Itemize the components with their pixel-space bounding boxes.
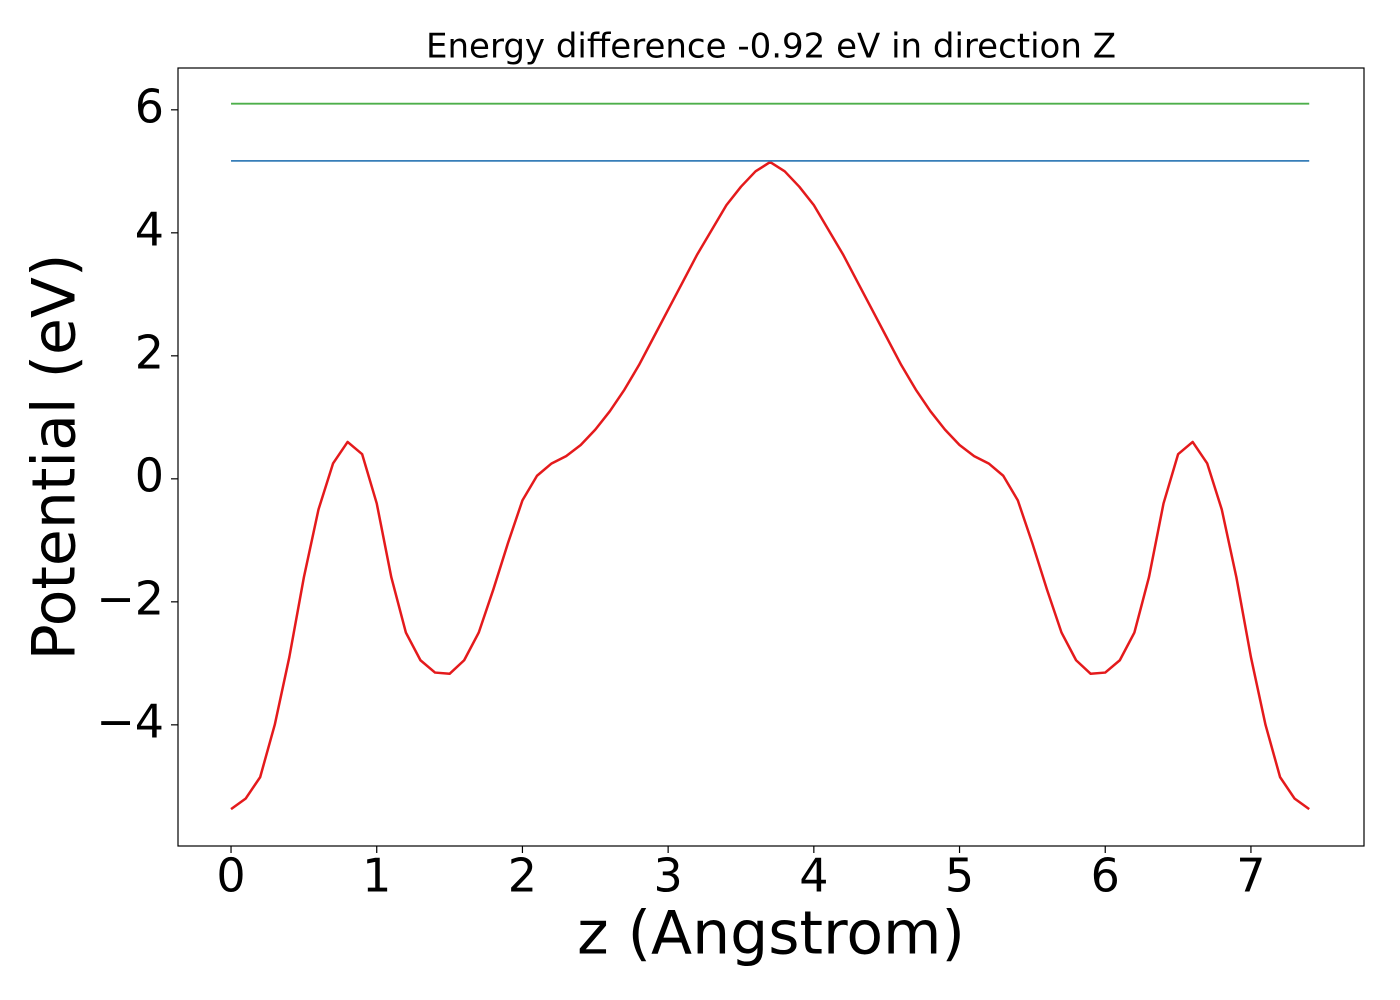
x-tick-label: 1: [362, 849, 391, 903]
y-tick-label: 4: [135, 202, 164, 256]
x-tick-label: 2: [508, 849, 537, 903]
y-tick-label: 0: [135, 448, 164, 502]
y-tick-label: 2: [135, 325, 164, 379]
x-tick-label: 3: [653, 849, 682, 903]
x-tick-label: 7: [1236, 849, 1265, 903]
series-line: [230, 160, 1310, 811]
x-tick-label: 5: [945, 849, 974, 903]
x-axis-label: z (Angstrom): [577, 899, 965, 969]
y-tick-label: 6: [135, 79, 164, 133]
x-tick-label: 4: [799, 849, 828, 903]
y-axis-label: Potential (eV): [20, 254, 90, 661]
chart-title: Energy difference -0.92 eV in direction …: [426, 27, 1116, 67]
x-tick-label: 6: [1091, 849, 1120, 903]
y-tick-label: −2: [96, 571, 164, 625]
plot-frame: [177, 67, 1365, 847]
x-tick-label: 0: [216, 849, 245, 903]
y-tick-label: −4: [96, 694, 164, 748]
